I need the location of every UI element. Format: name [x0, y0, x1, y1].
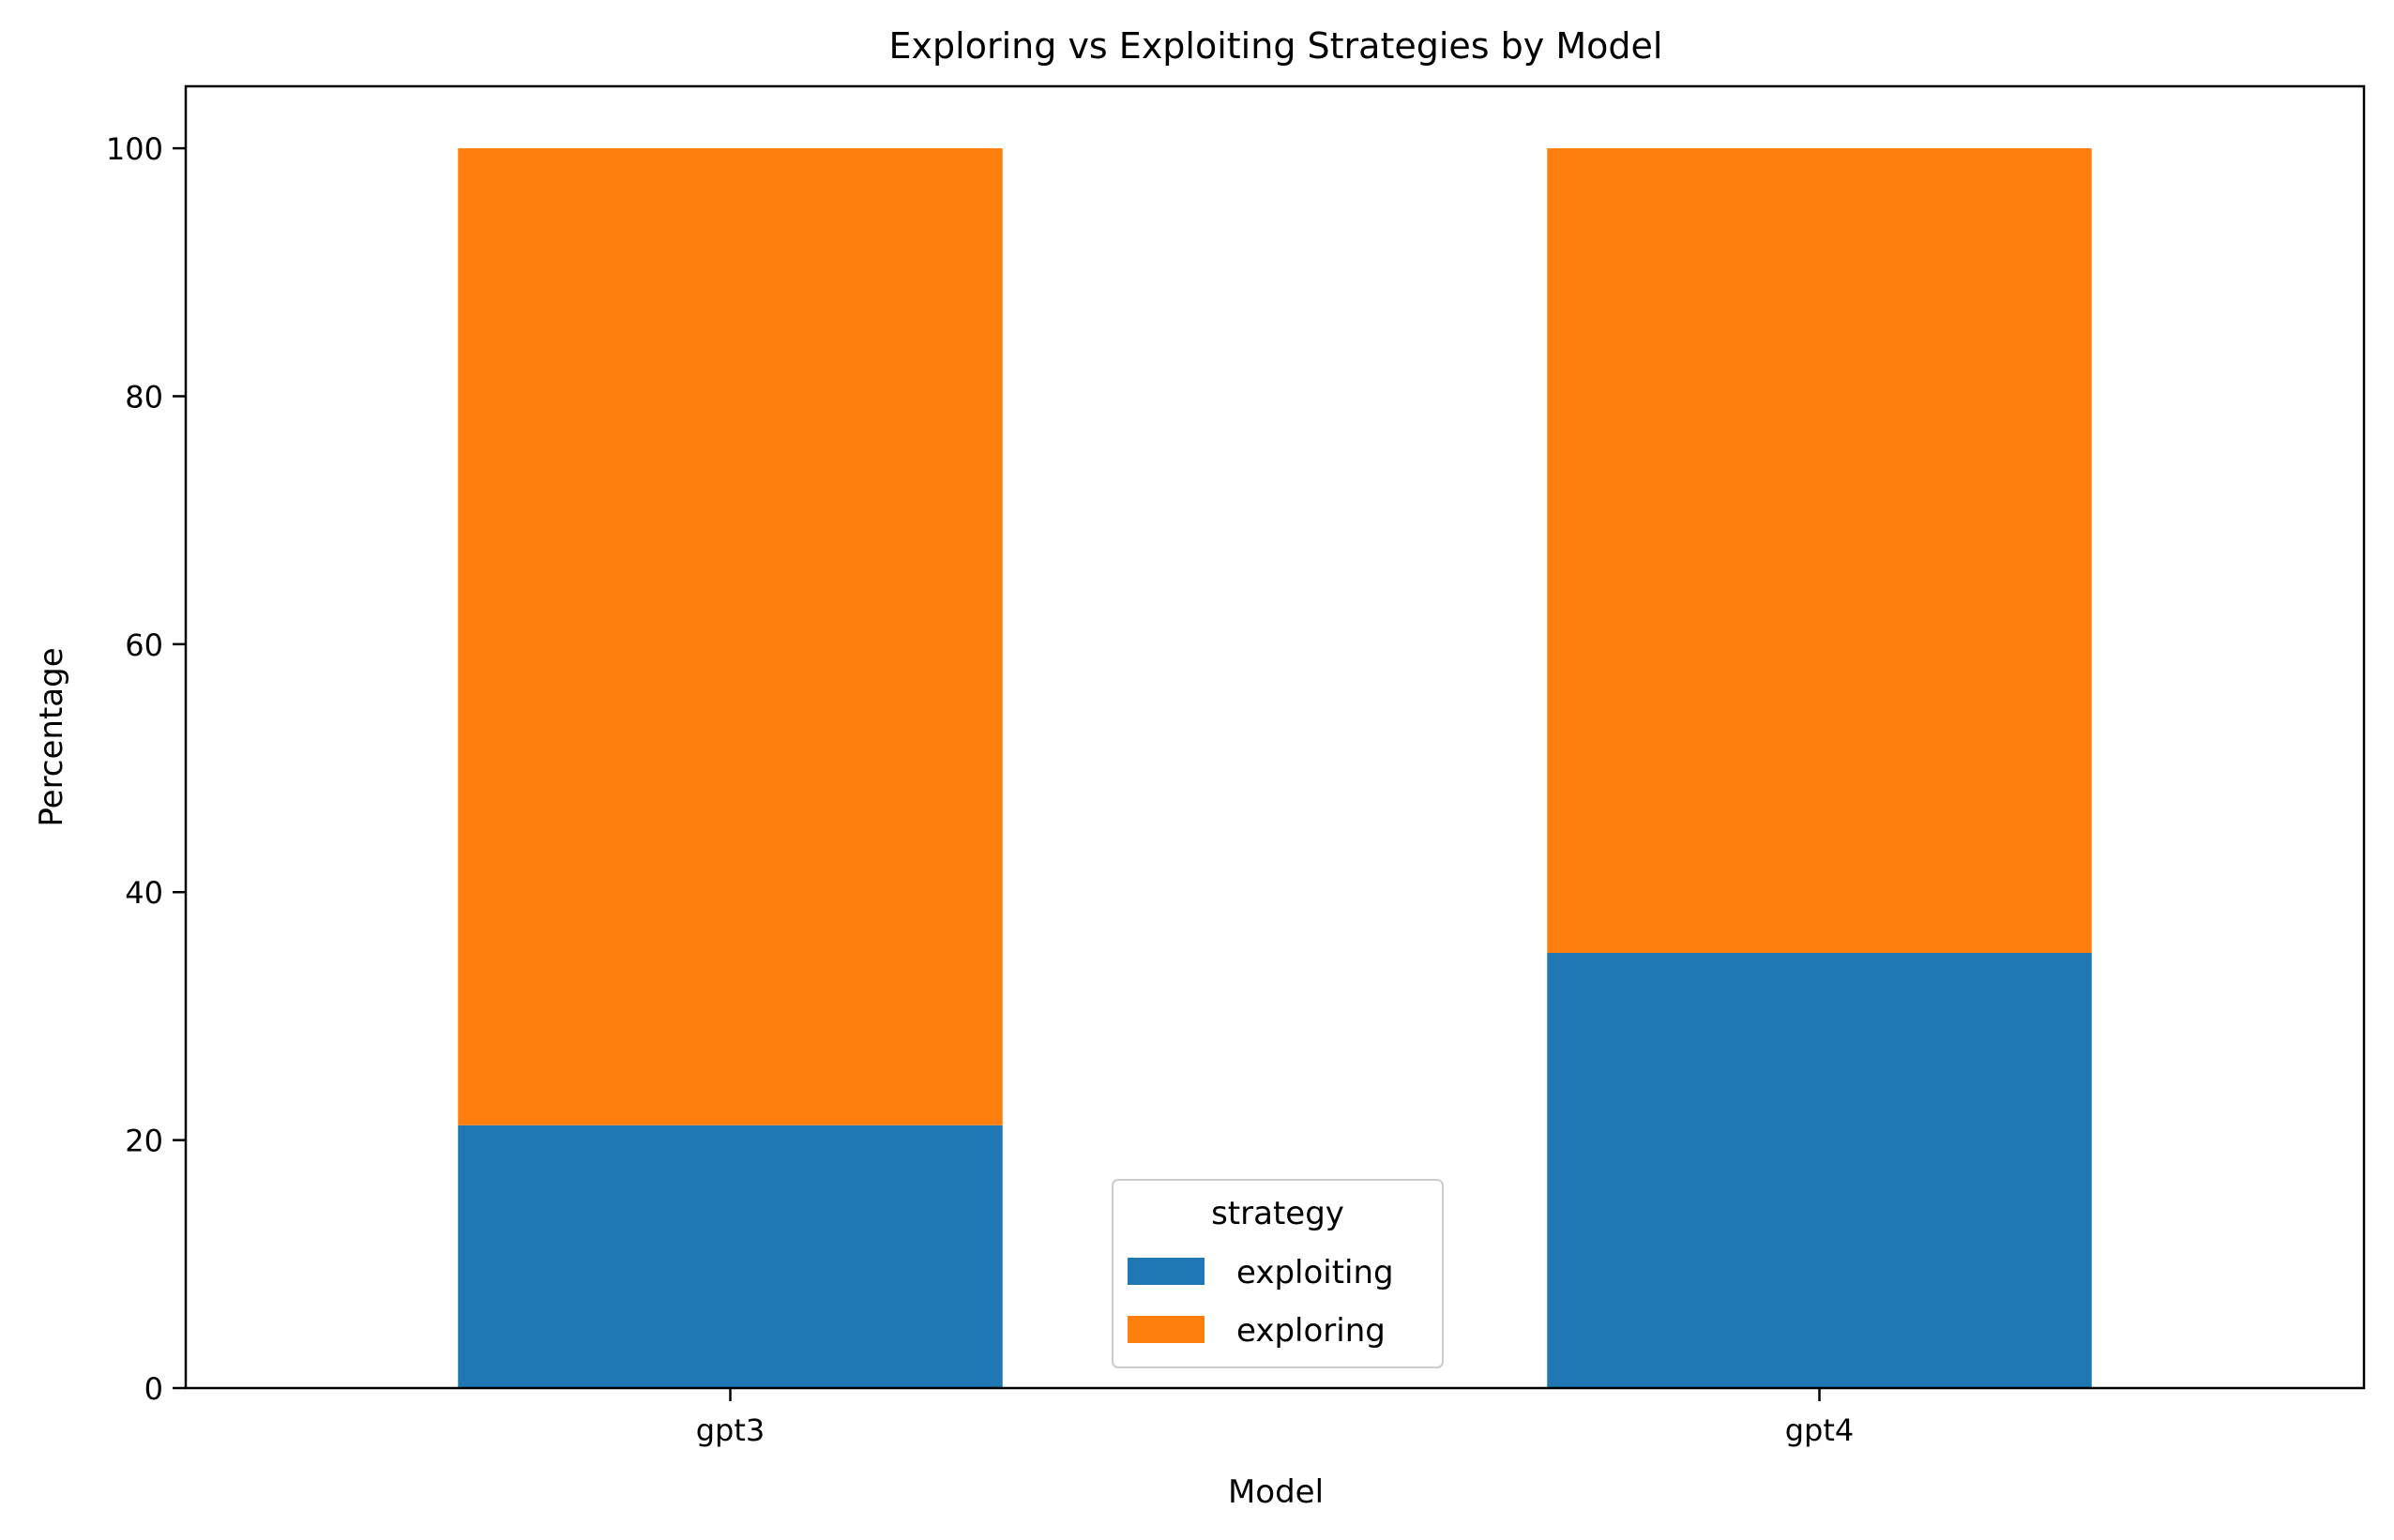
x-axis-label: Model — [1228, 1473, 1324, 1511]
legend: strategy exploiting exploring — [1112, 1179, 1444, 1368]
legend-title: strategy — [1211, 1195, 1344, 1232]
bar-exploiting-gpt4 — [1547, 953, 2092, 1388]
x-tick-label: gpt4 — [1785, 1412, 1855, 1448]
y-tick-label: 100 — [106, 131, 163, 167]
y-tick-label: 20 — [125, 1124, 163, 1159]
y-tick-label: 80 — [125, 379, 163, 415]
legend-label-exploiting: exploiting — [1236, 1254, 1394, 1291]
bar-exploring-gpt3 — [458, 148, 1003, 1125]
bar-exploiting-gpt3 — [458, 1125, 1003, 1388]
legend-label-exploring: exploring — [1236, 1312, 1386, 1350]
y-tick-label: 40 — [125, 875, 163, 911]
y-tick-label: 60 — [125, 627, 163, 663]
bars-group — [458, 148, 2092, 1388]
y-axis-label: Percentage — [33, 647, 70, 826]
legend-swatch-exploring — [1128, 1316, 1205, 1343]
x-tick-label: gpt3 — [696, 1412, 765, 1448]
plot-frame — [184, 84, 2366, 1390]
bar-exploring-gpt4 — [1547, 148, 2092, 954]
legend-entries: exploiting exploring — [1128, 1254, 1394, 1350]
y-axis-ticks: 0 20 40 60 80 100 — [106, 131, 186, 1407]
chart-title: Exploring vs Exploiting Strategies by Mo… — [889, 25, 1663, 67]
x-axis-ticks: gpt3 gpt4 — [696, 1388, 1855, 1448]
legend-swatch-exploiting — [1128, 1258, 1205, 1285]
y-tick-label: 0 — [144, 1371, 163, 1407]
